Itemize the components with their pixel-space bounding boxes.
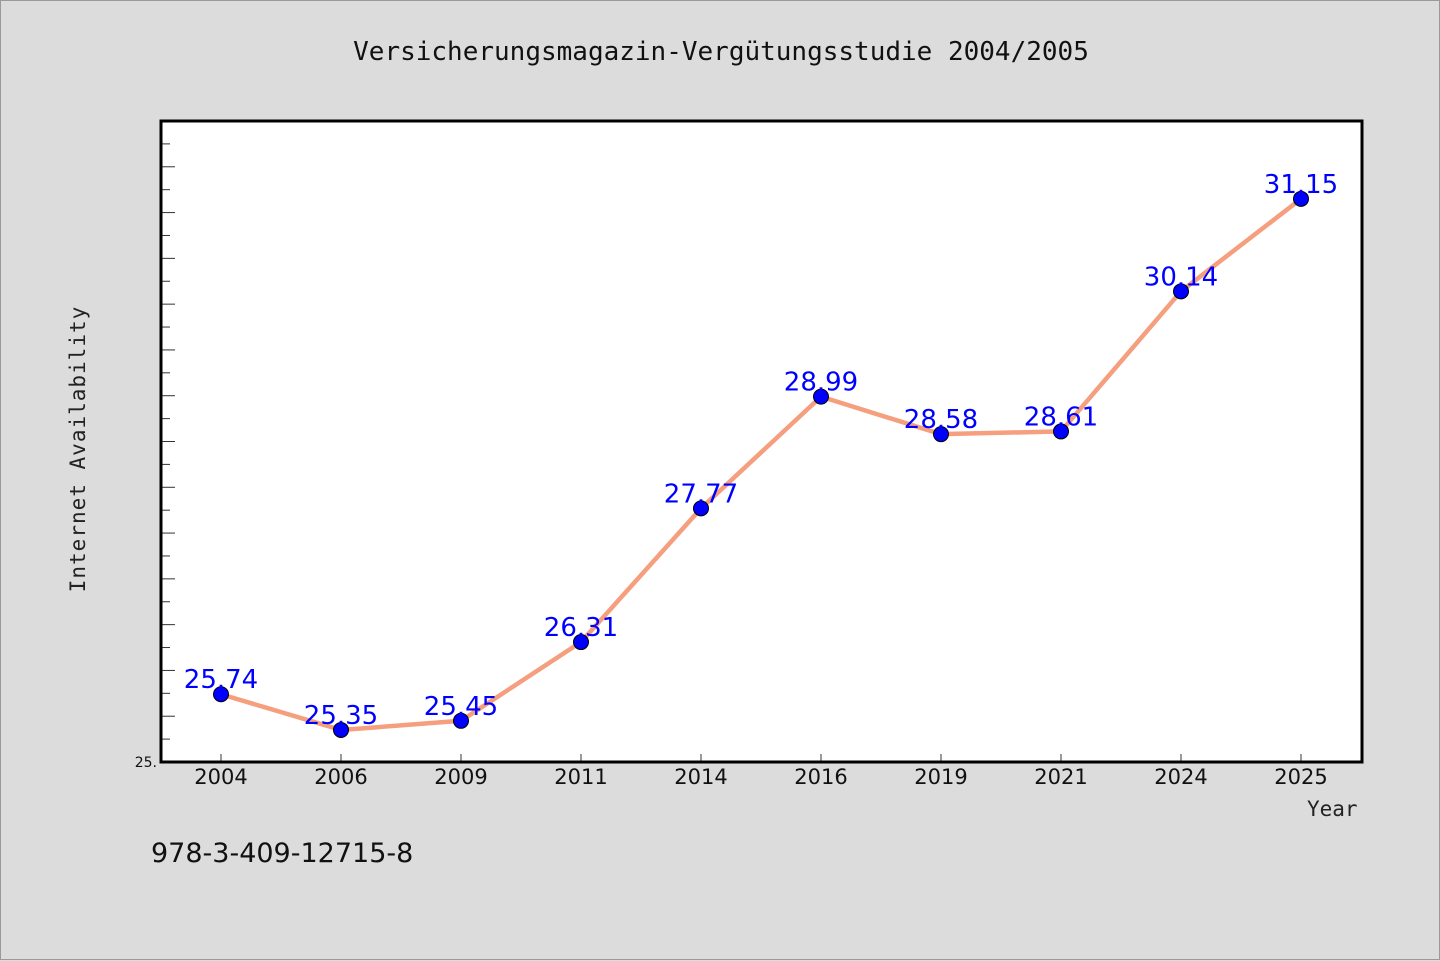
x-tick-label: 2011 [554, 765, 607, 789]
x-tick-label: 2021 [1034, 765, 1087, 789]
x-tick-label: 2009 [434, 765, 487, 789]
y-tick-label: 25. [135, 755, 157, 771]
x-tick-label: 2016 [794, 765, 847, 789]
chart-title: Versicherungsmagazin-Vergütungsstudie 20… [353, 37, 1089, 67]
data-point-marker [1173, 283, 1189, 300]
data-label: 28.61 [1024, 402, 1098, 432]
plot-area [161, 121, 1362, 762]
data-label: 28.99 [784, 368, 858, 398]
data-point-marker [933, 426, 949, 443]
data-label: 31.15 [1264, 170, 1338, 200]
data-point-marker [573, 634, 589, 651]
x-tick-label: 2006 [314, 765, 367, 789]
data-point-marker [333, 721, 349, 738]
data-point-marker [1293, 190, 1309, 207]
data-label: 25.45 [424, 692, 498, 722]
data-point-marker [213, 686, 229, 703]
isbn-footer-text: 978-3-409-12715-8 [151, 838, 414, 869]
x-tick-label: 2024 [1154, 765, 1207, 789]
x-tick-label: 2025 [1274, 765, 1327, 789]
data-label: 30.14 [1144, 262, 1218, 292]
data-label: 28.58 [904, 405, 978, 435]
data-label: 26.31 [544, 613, 618, 643]
x-tick-label: 2004 [194, 765, 247, 789]
data-label: 27.77 [664, 479, 738, 509]
plot-border [159, 119, 1364, 764]
data-label: 25.35 [304, 701, 378, 731]
data-point-marker [813, 388, 829, 405]
x-tick-label: 2014 [674, 765, 727, 789]
series-line [218, 196, 1304, 733]
data-point-marker [453, 712, 469, 729]
x-axis-label: Year [1307, 797, 1358, 821]
data-point-marker [693, 500, 709, 517]
x-tick-label: 2019 [914, 765, 967, 789]
data-point-marker [1053, 423, 1069, 440]
data-label: 25.74 [184, 665, 258, 695]
